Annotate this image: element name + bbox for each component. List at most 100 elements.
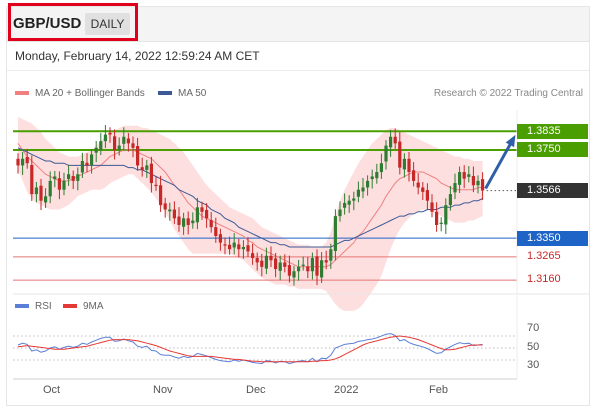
candle-body [458, 172, 462, 185]
candle-body [30, 164, 34, 195]
candle-body [320, 260, 324, 278]
level-label-1-3160: 1.3160 [527, 273, 561, 286]
candle-body [301, 264, 305, 266]
candle-body [131, 143, 135, 148]
level-label-1-3750: 1.3750 [517, 142, 588, 158]
osc-level-70: 70 [527, 322, 540, 334]
candle-body [435, 211, 439, 225]
candle-body [159, 185, 163, 206]
ma50-line [17, 147, 483, 248]
candle-body [412, 170, 416, 181]
candle-body [462, 172, 466, 179]
candle-body [251, 253, 255, 259]
candle-body [246, 245, 250, 252]
month-label-oct: Oct [43, 384, 61, 396]
research-credit: Research © 2022 Trading Central [433, 88, 583, 99]
symbol-label[interactable]: GBP/USD [13, 15, 82, 32]
candle-body [108, 132, 112, 135]
bollinger-band [18, 116, 483, 311]
candle-body [103, 134, 107, 142]
legend-rsi-label: RSI [35, 301, 52, 312]
level-label-1-3350: 1.3350 [517, 230, 588, 246]
candle-body [370, 176, 374, 180]
candle-body [122, 136, 126, 144]
rsi-line [17, 333, 483, 365]
candle-body [448, 194, 452, 206]
candle-body [191, 220, 195, 224]
candle-body [168, 209, 172, 212]
legend-bollinger: MA 20 + Bollinger Bands [15, 88, 145, 99]
candle-body [99, 141, 103, 150]
candle-body [186, 218, 190, 225]
candle-body [255, 258, 259, 263]
timeframe-button[interactable]: DAILY [85, 13, 130, 35]
candle-body [76, 174, 80, 181]
osc-level-50: 50 [527, 341, 540, 353]
candle-body [421, 187, 425, 192]
candle-body [94, 147, 98, 153]
projection-arrow [484, 138, 515, 190]
candle-body [292, 271, 296, 278]
chart-frame [6, 6, 590, 406]
candle-body [48, 180, 52, 197]
candle-body [200, 207, 204, 212]
candle-body [209, 220, 213, 228]
candle-body [306, 266, 310, 272]
candle-body [430, 202, 434, 212]
legend-9ma-label: 9MA [83, 301, 104, 312]
month-label-feb: Feb [429, 384, 448, 396]
level-label-1-3566: 1.3566 [517, 183, 588, 199]
month-label-2022: 2022 [334, 384, 359, 396]
level-label-1-3265: 1.3265 [527, 249, 561, 262]
legend-bollinger-label: MA 20 + Bollinger Bands [35, 88, 145, 99]
candle-body [356, 189, 360, 197]
candle-body [67, 174, 71, 180]
candle-body [44, 196, 48, 203]
level-label-1-3835: 1.3835 [517, 123, 588, 139]
header-divider [7, 70, 589, 71]
candle-body [237, 244, 241, 250]
legend-rsi: RSI [15, 301, 52, 312]
candle-body [352, 198, 356, 201]
candle-body [333, 216, 337, 251]
candle-body [57, 178, 61, 190]
candle-body [126, 138, 130, 144]
candle-body [260, 260, 264, 267]
candle-body [205, 209, 209, 219]
candle-body [182, 218, 186, 227]
candle-body [195, 207, 199, 223]
symbol-highlight [8, 3, 138, 41]
ma9-line [17, 335, 483, 363]
candle-body [34, 187, 38, 195]
chart-datetime: Monday, February 14, 2022 12:59:24 AM CE… [15, 49, 260, 63]
candle-body [62, 180, 66, 190]
candle-body [80, 161, 84, 173]
candle-body [393, 136, 397, 144]
candle-body [310, 258, 314, 272]
legend-9ma: 9MA [63, 301, 104, 312]
candle-body [329, 249, 333, 261]
candle-body [343, 202, 347, 208]
legend-ma50: MA 50 [158, 88, 206, 99]
candle-body [453, 183, 457, 193]
candle-body [398, 141, 402, 168]
legend-ma50-label: MA 50 [178, 88, 207, 99]
osc-level-30: 30 [527, 359, 540, 371]
candle-body [278, 262, 282, 271]
candle-body [136, 146, 140, 166]
candle-body [16, 158, 20, 166]
candle-body [71, 176, 75, 181]
legend-swatch-9ma [63, 304, 77, 309]
candle-body [172, 209, 176, 219]
candle-body [223, 244, 227, 246]
candle-body [274, 258, 278, 270]
candle-body [218, 234, 222, 243]
ma20-line [17, 143, 483, 268]
legend-swatch-ma50 [158, 91, 172, 96]
candle-body [297, 266, 301, 272]
projection-arrow-head [505, 134, 516, 148]
candle-body [53, 176, 57, 180]
candle-body [481, 179, 485, 191]
candle-body [149, 163, 153, 184]
